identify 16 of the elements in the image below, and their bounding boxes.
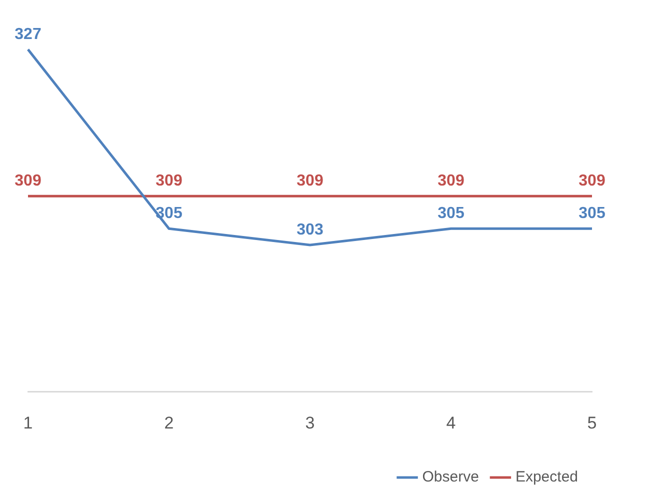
data-label: 309 (438, 172, 464, 190)
data-label: 305 (438, 205, 464, 222)
data-label: 309 (14, 172, 42, 190)
data-label: 309 (296, 172, 324, 190)
legend-label: Observe (422, 468, 479, 486)
x-tick-label: 4 (446, 413, 456, 432)
x-tick-label: 2 (164, 413, 174, 432)
data-label: 305 (578, 205, 606, 222)
data-label: 309 (578, 172, 606, 190)
x-tick-label: 1 (23, 413, 33, 432)
data-label: 309 (156, 172, 182, 190)
data-label: 327 (14, 26, 42, 43)
data-label: 303 (296, 221, 324, 238)
legend-label: Expected (515, 468, 578, 486)
x-tick-label: 3 (305, 413, 315, 432)
x-tick-label: 5 (587, 413, 597, 432)
